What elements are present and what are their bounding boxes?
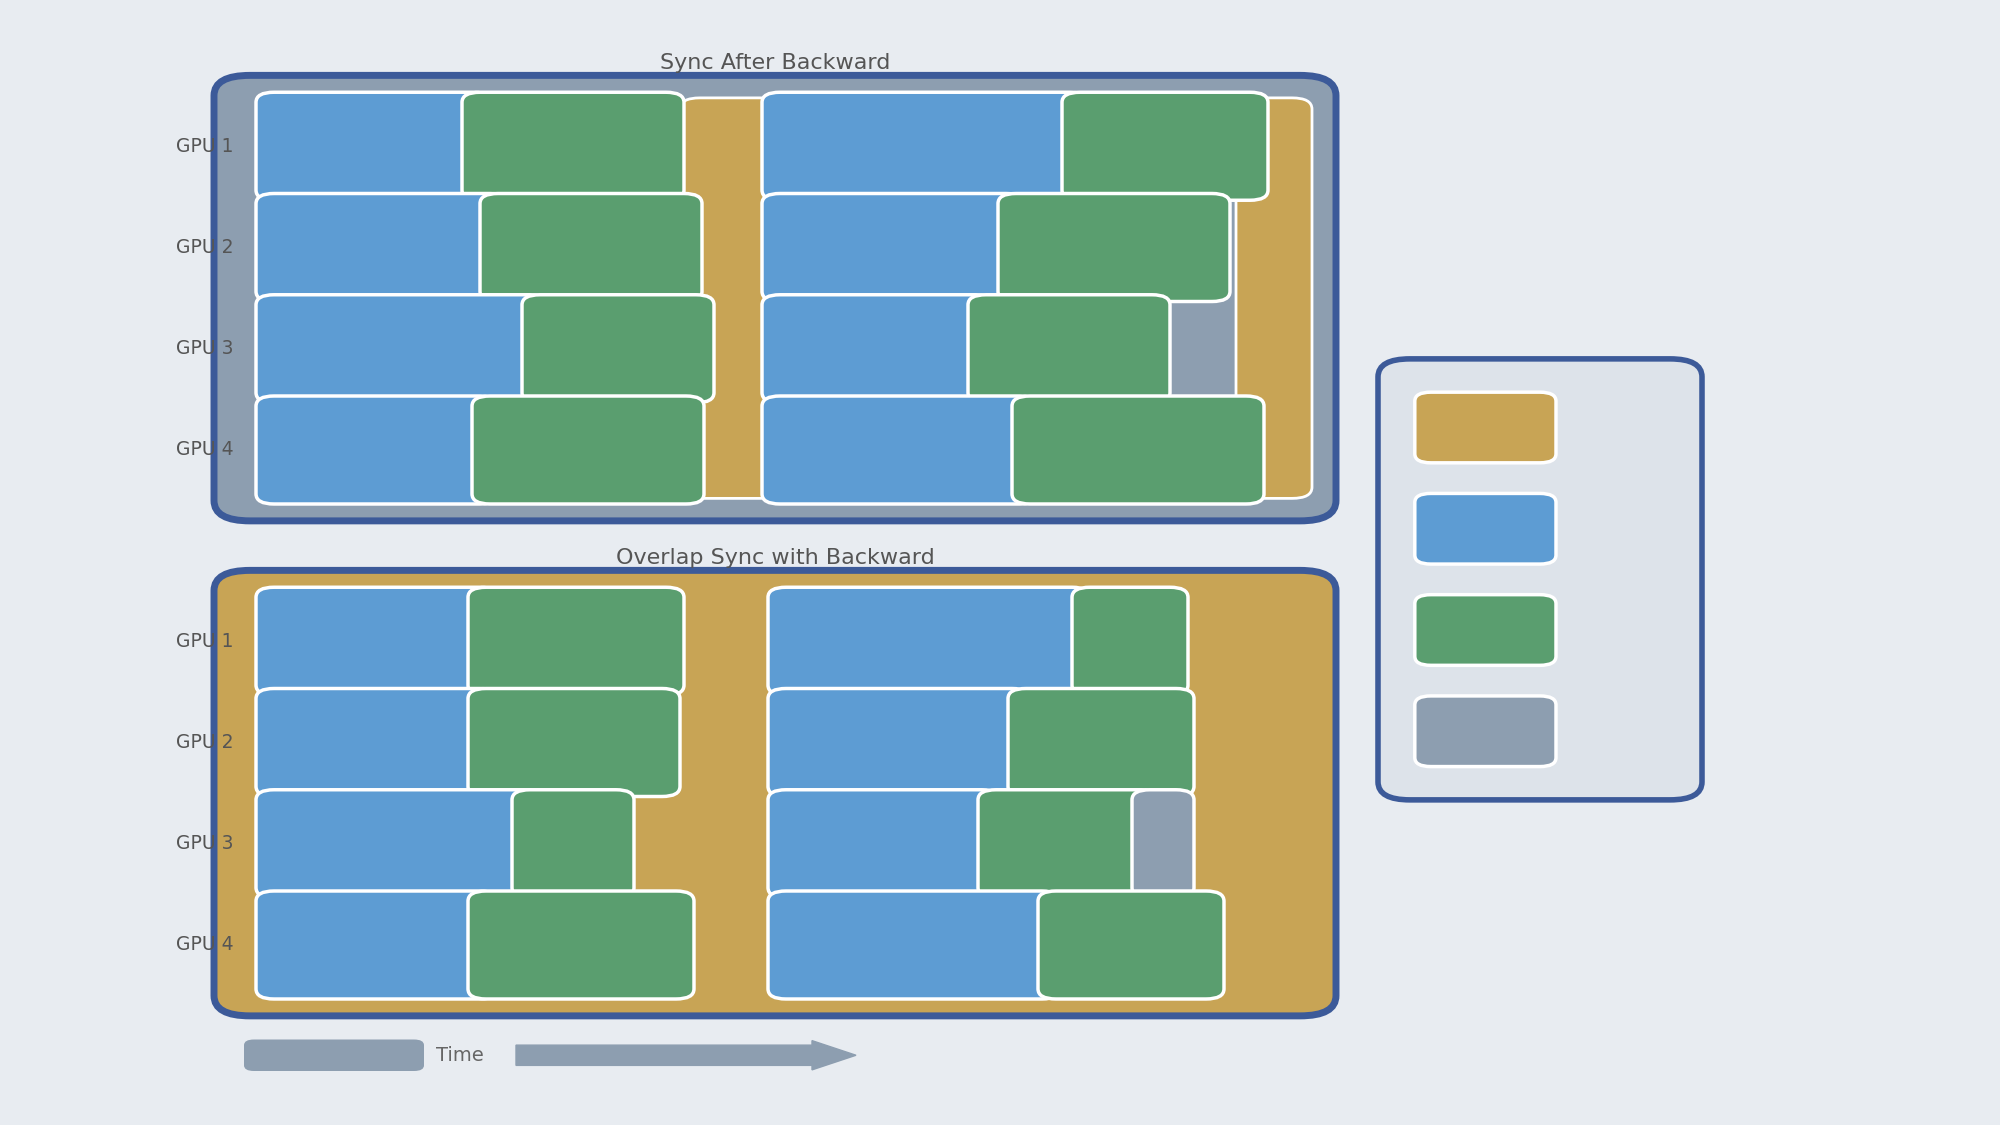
- Text: GPU 1: GPU 1: [176, 137, 234, 155]
- Text: Sync After Backward: Sync After Backward: [660, 53, 890, 73]
- FancyBboxPatch shape: [762, 295, 994, 403]
- FancyBboxPatch shape: [256, 396, 498, 504]
- FancyBboxPatch shape: [1132, 790, 1194, 898]
- FancyBboxPatch shape: [256, 688, 498, 796]
- FancyBboxPatch shape: [468, 891, 694, 999]
- FancyBboxPatch shape: [998, 193, 1230, 302]
- Text: Time: Time: [436, 1046, 484, 1064]
- Text: GPU 1: GPU 1: [176, 632, 234, 650]
- FancyBboxPatch shape: [256, 587, 498, 695]
- FancyBboxPatch shape: [1236, 98, 1312, 498]
- Text: Gradient Sync: Gradient Sync: [1566, 418, 1694, 436]
- FancyBboxPatch shape: [680, 98, 780, 498]
- Text: GPU 2: GPU 2: [176, 238, 234, 256]
- FancyBboxPatch shape: [1072, 587, 1188, 695]
- FancyBboxPatch shape: [1414, 494, 1556, 564]
- FancyBboxPatch shape: [1012, 396, 1264, 504]
- FancyBboxPatch shape: [468, 688, 680, 796]
- FancyBboxPatch shape: [256, 295, 548, 403]
- Text: GPU 4: GPU 4: [176, 936, 234, 954]
- FancyBboxPatch shape: [1062, 92, 1268, 200]
- FancyBboxPatch shape: [968, 295, 1170, 403]
- FancyBboxPatch shape: [256, 891, 498, 999]
- Text: GPU 4: GPU 4: [176, 441, 234, 459]
- Text: GPU 3: GPU 3: [176, 835, 234, 853]
- FancyBboxPatch shape: [1008, 688, 1194, 796]
- FancyBboxPatch shape: [256, 92, 492, 200]
- FancyBboxPatch shape: [462, 92, 684, 200]
- FancyBboxPatch shape: [978, 790, 1160, 898]
- FancyBboxPatch shape: [468, 587, 684, 695]
- Text: GPU 2: GPU 2: [176, 734, 234, 752]
- FancyBboxPatch shape: [762, 396, 1038, 504]
- FancyBboxPatch shape: [768, 688, 1030, 796]
- FancyBboxPatch shape: [480, 193, 702, 302]
- FancyBboxPatch shape: [256, 790, 542, 898]
- FancyBboxPatch shape: [1414, 696, 1556, 766]
- FancyBboxPatch shape: [768, 587, 1090, 695]
- FancyBboxPatch shape: [512, 790, 634, 898]
- Text: Overlap Sync with Backward: Overlap Sync with Backward: [616, 548, 934, 568]
- FancyBboxPatch shape: [1038, 891, 1224, 999]
- FancyBboxPatch shape: [522, 295, 714, 403]
- FancyBboxPatch shape: [762, 92, 1088, 200]
- FancyBboxPatch shape: [1414, 393, 1556, 462]
- Text: Backward: Backward: [1566, 621, 1654, 639]
- FancyBboxPatch shape: [472, 396, 704, 504]
- FancyBboxPatch shape: [244, 1040, 424, 1071]
- FancyBboxPatch shape: [256, 193, 508, 302]
- Text: GPU 3: GPU 3: [176, 340, 234, 358]
- FancyBboxPatch shape: [768, 790, 1000, 898]
- FancyBboxPatch shape: [214, 75, 1336, 521]
- FancyBboxPatch shape: [768, 891, 1060, 999]
- Text: Forward: Forward: [1566, 520, 1638, 538]
- Text: Idle: Idle: [1566, 722, 1598, 740]
- FancyBboxPatch shape: [214, 570, 1336, 1016]
- FancyBboxPatch shape: [1378, 359, 1702, 800]
- FancyArrow shape: [516, 1041, 856, 1070]
- FancyBboxPatch shape: [1414, 595, 1556, 665]
- FancyBboxPatch shape: [762, 193, 1024, 302]
